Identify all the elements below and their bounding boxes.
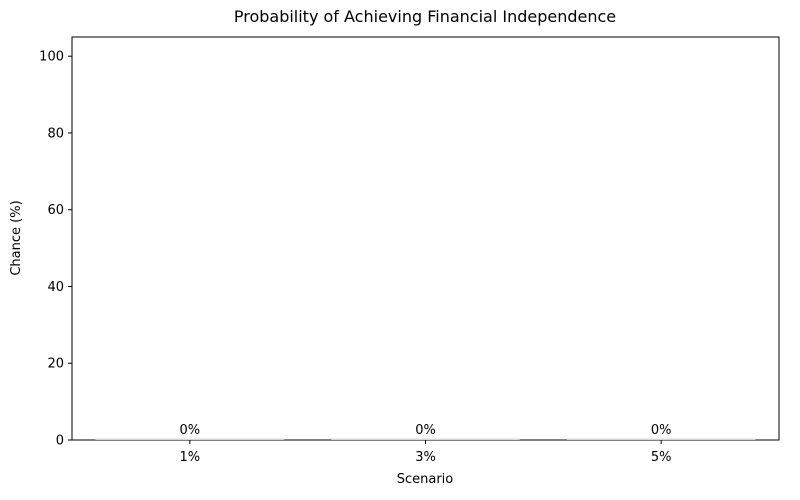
y-axis-label: Chance (%) — [9, 200, 24, 275]
y-tick-label: 20 — [47, 357, 64, 372]
axes-frame — [71, 36, 780, 441]
bar-value-label: 0% — [415, 423, 436, 438]
plot-area: 0 20 40 60 80 100 1% 0% 3% 0% 5% 0% — [39, 36, 780, 465]
y-tick-label: 0 — [56, 434, 64, 449]
bar — [95, 438, 285, 440]
x-tick-label: 3% — [415, 450, 436, 465]
x-axis-label: Scenario — [397, 472, 454, 487]
bar — [566, 438, 756, 440]
bar — [331, 438, 520, 440]
y-tick-label: 100 — [39, 50, 64, 65]
y-tick-label: 80 — [47, 126, 64, 141]
bar-value-label: 0% — [180, 423, 201, 438]
x-tick-label: 5% — [651, 450, 672, 465]
y-tick-label: 40 — [47, 280, 64, 295]
bar-value-label: 0% — [651, 423, 672, 438]
x-tick-label: 1% — [180, 450, 201, 465]
y-tick-label: 60 — [47, 203, 64, 218]
chart-title: Probability of Achieving Financial Indep… — [234, 7, 616, 26]
